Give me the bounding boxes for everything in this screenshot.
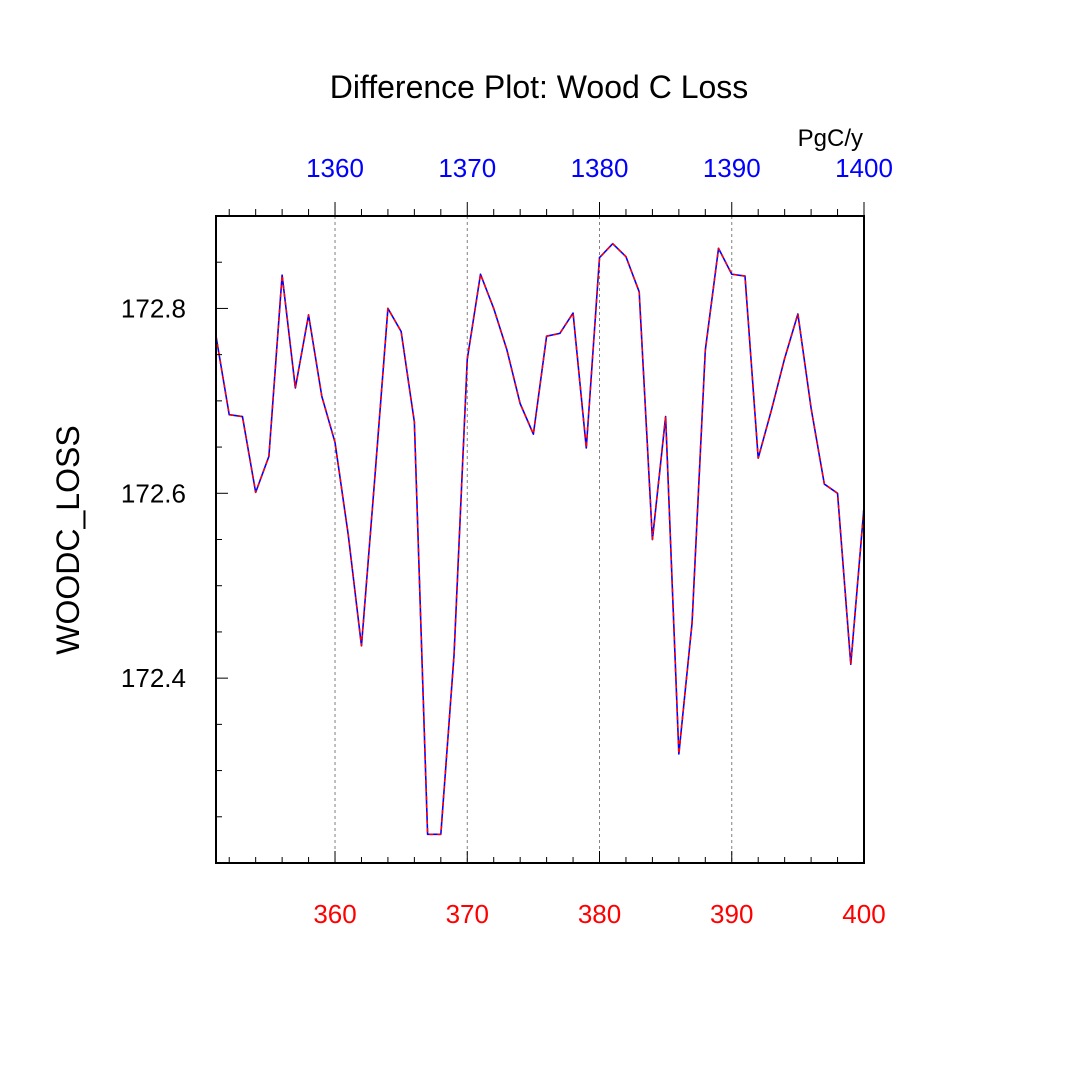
- axis-layer: 360 370 380 390 400 1360 1370 1380 1390 1400 172.4…: [121, 153, 893, 929]
- x-tick-label-bottom: 360: [313, 899, 356, 929]
- x-tick-label-top: 1400: [835, 153, 893, 183]
- series-line-2: [215, 242, 865, 836]
- x-tick-label-top: 1370: [438, 153, 496, 183]
- x-tick-label-top: 1380: [571, 153, 629, 183]
- plot-frame: [215, 215, 865, 864]
- x-tick-label-bottom: 400: [842, 899, 885, 929]
- chart-title: Difference Plot: Wood C Loss: [330, 69, 749, 105]
- x-tick-label-top: 1390: [703, 153, 761, 183]
- units-label: PgC/y: [798, 125, 863, 152]
- y-tick-label: 172.8: [121, 293, 186, 323]
- series-layer: [215, 242, 865, 836]
- y-axis-label: WOODC_LOSS: [50, 425, 86, 654]
- y-tick-label: 172.6: [121, 478, 186, 508]
- x-tick-label-top: 1360: [306, 153, 364, 183]
- x-tick-label-bottom: 380: [578, 899, 621, 929]
- x-tick-label-bottom: 370: [446, 899, 489, 929]
- y-tick-label: 172.4: [121, 663, 186, 693]
- x-tick-label-bottom: 390: [710, 899, 753, 929]
